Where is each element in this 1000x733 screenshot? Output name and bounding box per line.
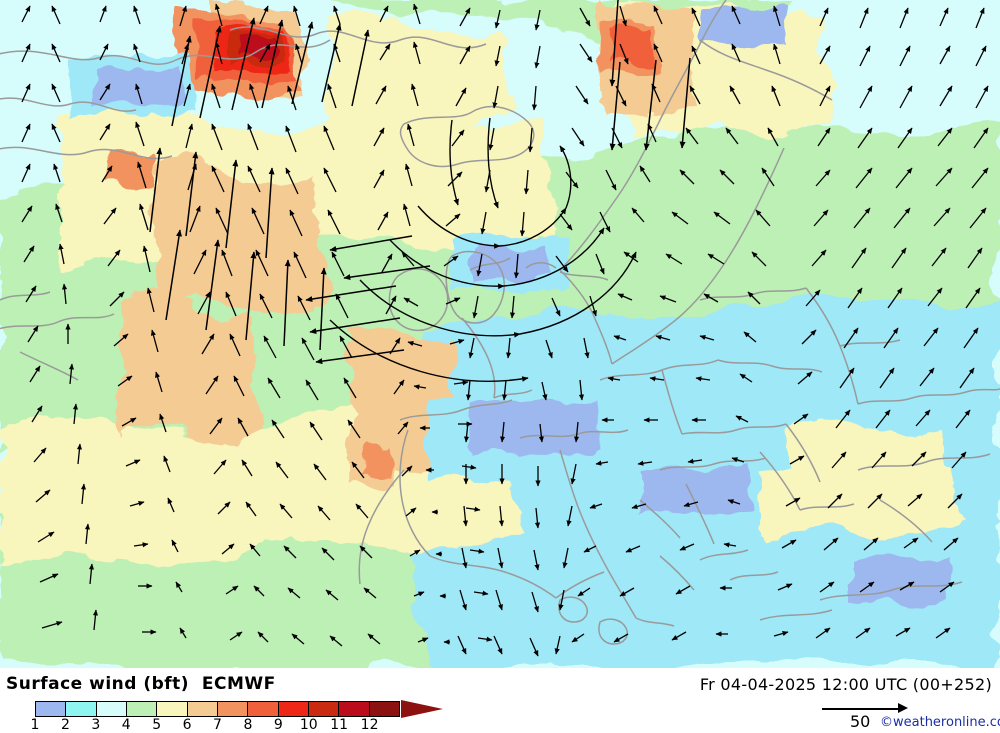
legend-tick-8: 8: [243, 717, 253, 733]
legend-tick-3: 3: [91, 717, 101, 733]
wind-vector-scale: 50 ©weatheronline.co.uk: [822, 700, 1000, 732]
beaufort-color-legend: 1 2 3 4 5 6 7 8 9 10 11 12: [31, 700, 455, 733]
forecast-run-label: Fr 04-04-2025 12:00 UTC (00+252): [699, 675, 992, 694]
legend-tick-labels: 1 2 3 4 5 6 7 8 9 10 11 12: [31, 717, 400, 733]
legend-tick-4: 4: [121, 717, 131, 733]
legend-swatch-9: [278, 702, 309, 716]
legend-swatch-2: [66, 702, 97, 716]
wind-arrow-layer: [21, 3, 989, 657]
legend-tick-11: 11: [330, 717, 349, 733]
legend-tick-9: 9: [273, 717, 283, 733]
legend-swatch-3: [96, 702, 127, 716]
legend-swatch-4: [126, 702, 158, 716]
legend-tick-2: 2: [60, 717, 70, 733]
strong-wind-arrows: [149, 0, 691, 365]
wind-field-map: [0, 0, 1000, 668]
scale-arrow-shaft: [822, 708, 904, 710]
map-canvas[interactable]: [0, 0, 1000, 668]
legend-tick-12: 12: [360, 717, 379, 733]
legend-swatch-12: [369, 702, 399, 716]
cyclone-circulation-arrows: [329, 117, 637, 382]
legend-tick-7: 7: [213, 717, 222, 733]
legend-swatch-1: [36, 702, 67, 716]
legend-tick-10: 10: [299, 717, 318, 733]
scale-arrow-head: [898, 703, 908, 713]
wind-speed-fill-calm: [70, 6, 950, 605]
legend-overflow-arrow: [401, 700, 443, 718]
map-footer: Surface wind (bft) ECMWF Fr 04-04-2025 1…: [0, 668, 1000, 733]
legend-swatch-6: [187, 702, 218, 716]
legend-swatch-7: [217, 702, 249, 716]
legend-swatch-5: [157, 702, 188, 716]
legend-swatch-11: [339, 702, 370, 716]
copyright-label: ©weatheronline.co.uk: [880, 715, 1000, 730]
legend-tick-1: 1: [30, 717, 40, 733]
legend-color-bar: [35, 701, 400, 717]
legend-tick-6: 6: [182, 717, 192, 733]
legend-tick-5: 5: [152, 717, 162, 733]
legend-swatch-8: [248, 702, 279, 716]
page-title: Surface wind (bft) ECMWF: [6, 674, 276, 694]
scale-arrow-value: 50: [850, 712, 871, 731]
legend-swatch-10: [308, 702, 340, 716]
